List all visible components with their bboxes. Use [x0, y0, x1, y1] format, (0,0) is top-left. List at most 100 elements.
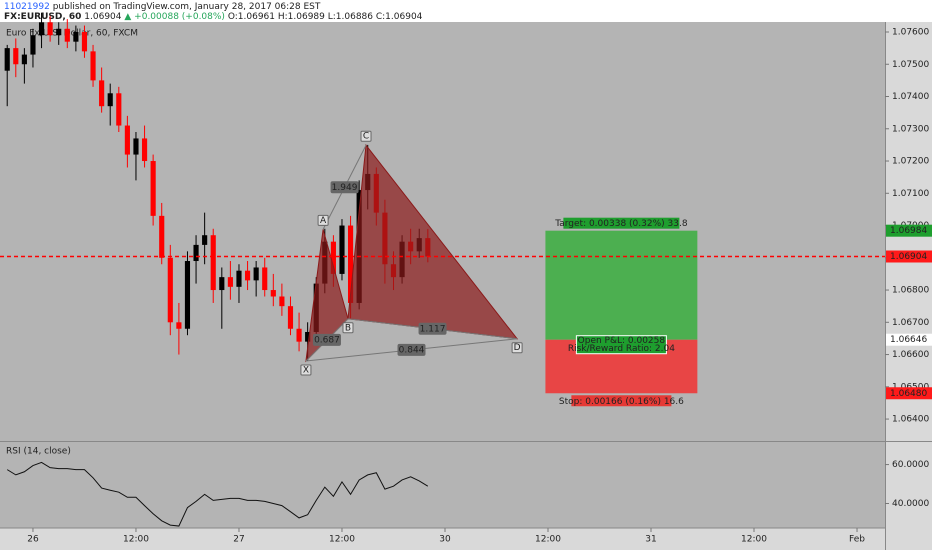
candle-body: [262, 267, 268, 291]
change: ▲ +0.00088 (+0.08%): [124, 12, 225, 22]
price-tag-label: 1.06984: [890, 226, 927, 236]
candle-body: [107, 93, 113, 107]
pane-title: Euro Fx/U.S. Dollar, 60, FXCM: [6, 29, 138, 39]
candle-body: [141, 138, 148, 162]
candle-body: [56, 28, 62, 36]
candle-body: [253, 267, 259, 281]
x-tick-label: Feb: [849, 535, 865, 545]
candle-body: [270, 290, 276, 297]
x-tick-label: 30: [439, 535, 451, 545]
candle-body: [219, 277, 225, 291]
price: 1.06904: [84, 12, 121, 22]
price-tag: [886, 387, 932, 400]
rr-label: Risk/Reward Ratio: 2.04: [568, 344, 675, 354]
published: published on TradingView.com, January 28…: [53, 2, 321, 12]
candle-body: [236, 270, 242, 287]
pane-title: RSI (14, close): [6, 447, 71, 457]
time-axis: [0, 528, 885, 550]
point-box: [511, 342, 523, 354]
candle-body: [202, 235, 208, 245]
y-tick-label: 1.07600: [892, 27, 929, 37]
y-tick-label: 1.06800: [892, 286, 929, 296]
y-tick-label: 1.07100: [892, 189, 929, 199]
candle-body: [193, 244, 199, 262]
x-tick-label: 31: [645, 535, 656, 545]
rsi-pane: [0, 442, 885, 528]
y-tick-label: 40.0000: [892, 499, 929, 509]
point-box: [300, 364, 312, 376]
candle-body: [210, 235, 216, 291]
point-box: [360, 130, 372, 142]
candle-body: [133, 138, 139, 155]
point-label: B: [345, 323, 351, 333]
candle-body: [296, 328, 302, 342]
point-box: [317, 214, 329, 226]
ratio-label: 0.687: [314, 335, 340, 345]
price-tag: [886, 224, 932, 237]
candle-body: [30, 35, 36, 55]
price-tag: [886, 250, 932, 263]
target-label: Target: 0.00338 (0.32%) 33.8: [554, 219, 688, 229]
candle-body: [347, 225, 354, 303]
candle-body: [4, 48, 10, 71]
ohlc: O:1.06961 H:1.06989 L:1.06886 C:1.06904: [228, 12, 423, 22]
candle-body: [287, 306, 294, 329]
candle-body: [330, 241, 336, 274]
ratio-label: 1.949: [332, 183, 358, 193]
x-tick-label: 12:00: [741, 535, 767, 545]
y-tick-label: 60.0000: [892, 460, 929, 470]
point-box: [342, 322, 354, 334]
header-line: 11021992 published on TradingView.com, J…: [4, 2, 321, 12]
ratio-box: [312, 333, 341, 346]
candle-body: [339, 225, 345, 274]
x-tick-label: 27: [233, 535, 244, 545]
candle-body: [184, 261, 191, 329]
candle-body: [124, 125, 130, 155]
rsi-line: [6, 461, 429, 527]
candle-body: [47, 22, 53, 36]
header-line: FX:EURUSD, 60 1.06904 ▲ +0.00088 (+0.08%…: [4, 12, 423, 22]
candle-body: [167, 257, 173, 323]
point-label: D: [514, 343, 521, 353]
author: 11021992: [4, 2, 50, 12]
profit-zone: [545, 230, 698, 340]
point-label: X: [303, 366, 309, 376]
y-tick-label: 1.07300: [892, 124, 929, 134]
point-label: C: [363, 132, 369, 142]
candle-body: [81, 31, 88, 52]
y-tick-label: 1.06400: [892, 415, 929, 425]
candle-body: [116, 93, 122, 126]
candle-body: [90, 51, 96, 81]
stop-box: [571, 395, 672, 407]
candle-body: [279, 296, 285, 307]
main-pane: [0, 22, 885, 441]
candle-body: [244, 270, 251, 281]
pnl-label: Open P&L: 0.00258: [578, 336, 666, 346]
x-tick-label: 12:00: [329, 535, 355, 545]
ratio-box: [330, 181, 359, 194]
symbol: FX:EURUSD, 60: [4, 12, 81, 22]
candle-body: [38, 22, 45, 36]
candle-body: [176, 322, 182, 329]
point-label: A: [320, 216, 327, 226]
candle-body: [13, 48, 19, 65]
candle-body: [150, 161, 156, 216]
candle-body: [305, 331, 311, 342]
y-tick-label: 1.07500: [892, 60, 929, 70]
candle-body: [227, 277, 233, 287]
y-tick-label: 1.06600: [892, 350, 929, 360]
candle-body: [159, 215, 165, 258]
ratio-label: 0.844: [399, 345, 425, 355]
pnl-box: [575, 335, 667, 355]
ratio-box: [397, 343, 426, 356]
header-bg: [0, 0, 932, 22]
candle-body: [73, 31, 79, 42]
ratio-box: [418, 322, 447, 335]
x-tick-label: 12:00: [535, 535, 561, 545]
ratio-label: 1.117: [420, 324, 446, 334]
price-tag: [886, 333, 932, 346]
x-tick-label: 26: [27, 535, 39, 545]
candle-body: [99, 80, 105, 107]
price-axis: [885, 22, 932, 550]
